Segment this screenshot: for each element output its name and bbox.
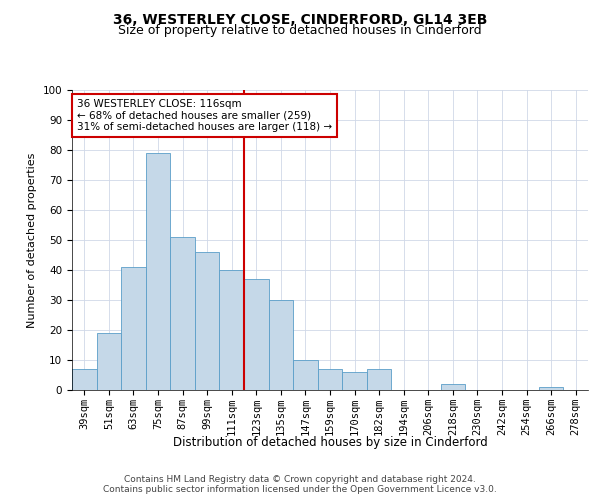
- Bar: [170, 237, 195, 390]
- Text: 36, WESTERLEY CLOSE, CINDERFORD, GL14 3EB: 36, WESTERLEY CLOSE, CINDERFORD, GL14 3E…: [113, 12, 487, 26]
- Text: Size of property relative to detached houses in Cinderford: Size of property relative to detached ho…: [118, 24, 482, 37]
- Bar: [121, 267, 146, 390]
- Bar: [244, 279, 269, 390]
- Bar: [269, 300, 293, 390]
- Bar: [146, 153, 170, 390]
- Bar: [220, 270, 244, 390]
- Y-axis label: Number of detached properties: Number of detached properties: [27, 152, 37, 328]
- Bar: [72, 369, 97, 390]
- Bar: [342, 372, 367, 390]
- Text: Contains HM Land Registry data © Crown copyright and database right 2024.: Contains HM Land Registry data © Crown c…: [124, 474, 476, 484]
- Bar: [195, 252, 220, 390]
- Text: Distribution of detached houses by size in Cinderford: Distribution of detached houses by size …: [173, 436, 487, 449]
- Bar: [440, 384, 465, 390]
- Text: 36 WESTERLEY CLOSE: 116sqm
← 68% of detached houses are smaller (259)
31% of sem: 36 WESTERLEY CLOSE: 116sqm ← 68% of deta…: [77, 99, 332, 132]
- Text: Contains public sector information licensed under the Open Government Licence v3: Contains public sector information licen…: [103, 484, 497, 494]
- Bar: [367, 369, 391, 390]
- Bar: [293, 360, 318, 390]
- Bar: [97, 333, 121, 390]
- Bar: [539, 387, 563, 390]
- Bar: [318, 369, 342, 390]
